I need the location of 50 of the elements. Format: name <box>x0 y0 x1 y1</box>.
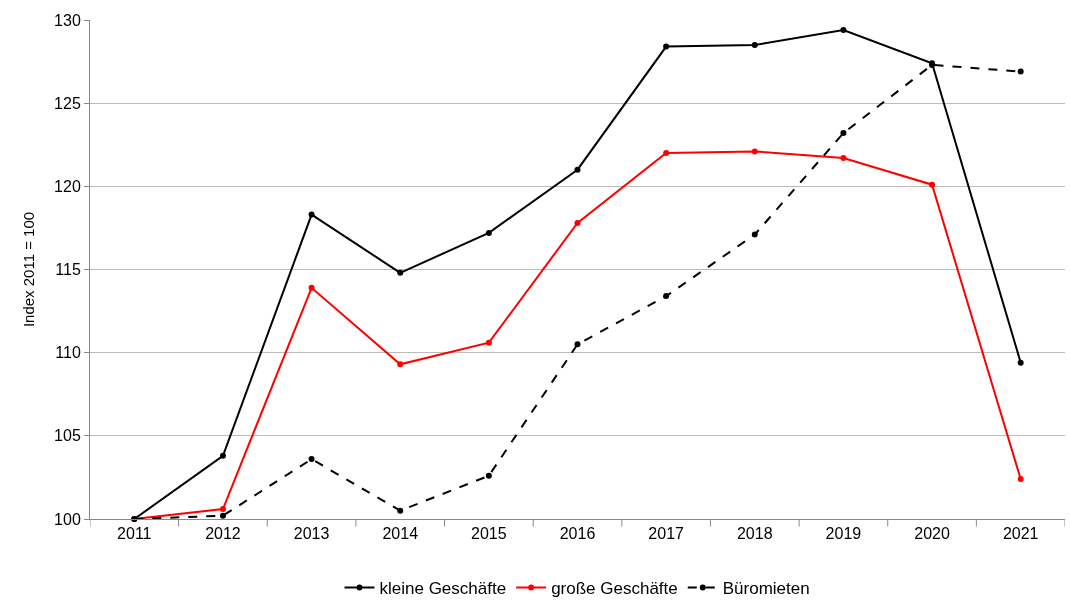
point <box>663 150 670 157</box>
point <box>929 181 936 188</box>
point <box>485 472 492 479</box>
x-tick-label: 2013 <box>293 525 330 543</box>
y-tick-label: 120 <box>54 177 81 195</box>
x-tick-label: 2021 <box>1002 525 1039 543</box>
x-tick-label: 2018 <box>736 525 773 543</box>
x-tick-label: 2017 <box>648 525 685 543</box>
point <box>1017 359 1024 366</box>
legend-label: Büromieten <box>722 579 810 599</box>
point <box>397 507 404 514</box>
x-tick-label: 2020 <box>914 525 950 543</box>
y-tick-label: 125 <box>54 94 81 112</box>
x-tick-label: 2019 <box>825 525 862 543</box>
point <box>485 229 492 236</box>
point <box>663 43 670 50</box>
point <box>751 41 758 48</box>
x-tick-label: 2015 <box>471 525 507 543</box>
point <box>574 166 581 173</box>
point <box>751 231 758 238</box>
point <box>219 452 226 459</box>
legend-label: große Geschäfte <box>551 579 678 599</box>
point <box>308 211 315 218</box>
y-tick-label: 100 <box>54 510 81 528</box>
point <box>751 148 758 155</box>
y-axis-title: Index 2011 = 100 <box>20 211 38 328</box>
x-tick-label: 2012 <box>205 525 241 543</box>
point <box>1017 476 1024 483</box>
point <box>574 341 581 348</box>
point <box>840 26 847 33</box>
y-tick-label: 110 <box>55 344 81 362</box>
y-tick-label: 115 <box>55 261 81 279</box>
y-tick-label: 130 <box>54 11 81 29</box>
legend-label: kleine Geschäfte <box>379 579 507 599</box>
point <box>1017 68 1024 75</box>
point <box>574 219 581 226</box>
point <box>219 506 226 513</box>
point <box>308 284 315 291</box>
x-tick-label: 2016 <box>559 525 596 543</box>
point <box>308 456 315 463</box>
point <box>397 269 404 276</box>
y-tick-label: 105 <box>54 427 81 445</box>
point <box>485 339 492 346</box>
point <box>397 361 404 368</box>
point <box>840 155 847 162</box>
point <box>663 293 670 300</box>
point <box>840 130 847 137</box>
point <box>219 512 226 519</box>
x-tick-label: 2014 <box>382 525 419 543</box>
x-tick-label: 2011 <box>117 525 152 543</box>
